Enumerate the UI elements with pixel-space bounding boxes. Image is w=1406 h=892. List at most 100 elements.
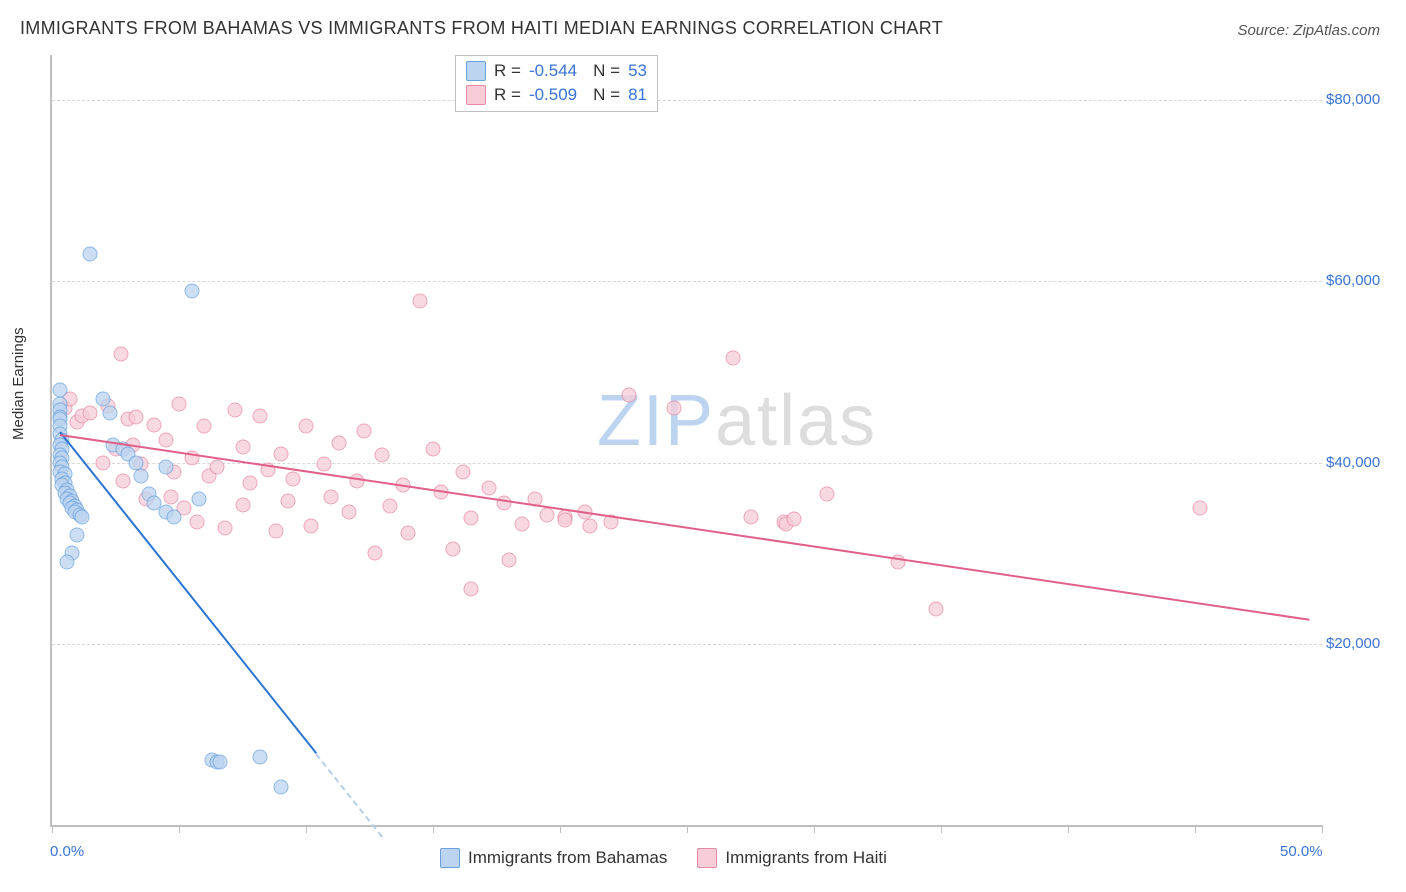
data-point: [113, 346, 128, 361]
data-point: [60, 555, 75, 570]
data-point: [286, 471, 301, 486]
data-point: [299, 419, 314, 434]
data-point: [128, 410, 143, 425]
stats-r-label: R =: [494, 59, 521, 83]
data-point: [786, 511, 801, 526]
stats-r-label: R =: [494, 83, 521, 107]
x-tick: [306, 825, 307, 833]
data-point: [235, 498, 250, 513]
data-point: [375, 448, 390, 463]
gridline: [52, 644, 1322, 645]
data-point: [304, 519, 319, 534]
data-point: [172, 396, 187, 411]
data-point: [103, 405, 118, 420]
data-point: [481, 481, 496, 496]
stats-r-value: -0.509: [529, 83, 577, 107]
data-point: [1193, 500, 1208, 515]
source-label: Source: ZipAtlas.com: [1237, 22, 1380, 39]
data-point: [502, 553, 517, 568]
legend-label: Immigrants from Bahamas: [468, 848, 667, 868]
y-tick-label: $20,000: [1326, 635, 1380, 652]
data-point: [456, 464, 471, 479]
stats-row: R = -0.509 N = 81: [466, 83, 647, 107]
data-point: [83, 247, 98, 262]
data-point: [70, 528, 85, 543]
x-tick-label: 0.0%: [50, 843, 84, 860]
data-point: [725, 351, 740, 366]
data-point: [212, 754, 227, 769]
data-point: [166, 510, 181, 525]
stats-n-label: N =: [593, 83, 620, 107]
stats-row: R = -0.544 N = 53: [466, 59, 647, 83]
data-point: [819, 487, 834, 502]
stats-legend-box: R = -0.544 N = 53 R = -0.509 N = 81: [455, 55, 658, 112]
x-tick: [1322, 825, 1323, 833]
x-tick: [814, 825, 815, 833]
legend-swatch: [440, 848, 460, 868]
legend-swatch: [466, 61, 486, 81]
data-point: [146, 417, 161, 432]
x-tick: [1068, 825, 1069, 833]
data-point: [217, 520, 232, 535]
stats-n-value: 53: [628, 59, 647, 83]
x-tick-label: 50.0%: [1280, 843, 1323, 860]
watermark: ZIPatlas: [597, 380, 877, 462]
y-tick-label: $80,000: [1326, 91, 1380, 108]
data-point: [227, 403, 242, 418]
legend-item: Immigrants from Bahamas: [440, 848, 667, 868]
data-point: [184, 283, 199, 298]
gridline: [52, 100, 1322, 101]
data-point: [357, 423, 372, 438]
data-point: [281, 493, 296, 508]
x-tick: [560, 825, 561, 833]
x-tick: [179, 825, 180, 833]
data-point: [192, 491, 207, 506]
data-point: [273, 779, 288, 794]
legend-swatch: [466, 85, 486, 105]
gridline: [52, 281, 1322, 282]
stats-n-label: N =: [593, 59, 620, 83]
data-point: [464, 582, 479, 597]
bottom-legend: Immigrants from Bahamas Immigrants from H…: [440, 848, 887, 868]
data-point: [316, 457, 331, 472]
data-point: [558, 512, 573, 527]
data-point: [342, 505, 357, 520]
data-point: [159, 460, 174, 475]
data-point: [83, 405, 98, 420]
regression-line: [315, 753, 383, 837]
legend-swatch: [697, 848, 717, 868]
stats-r-value: -0.544: [529, 59, 577, 83]
data-point: [667, 401, 682, 416]
x-tick: [1195, 825, 1196, 833]
x-tick: [433, 825, 434, 833]
y-axis-label: Median Earnings: [10, 327, 27, 440]
data-point: [928, 602, 943, 617]
data-point: [133, 469, 148, 484]
data-point: [446, 541, 461, 556]
data-point: [514, 517, 529, 532]
data-point: [253, 408, 268, 423]
data-point: [164, 490, 179, 505]
data-point: [540, 508, 555, 523]
legend-label: Immigrants from Haiti: [725, 848, 887, 868]
data-point: [210, 460, 225, 475]
data-point: [583, 519, 598, 534]
x-tick: [941, 825, 942, 833]
stats-n-value: 81: [628, 83, 647, 107]
data-point: [197, 419, 212, 434]
data-point: [464, 510, 479, 525]
data-point: [382, 499, 397, 514]
data-point: [426, 442, 441, 457]
data-point: [413, 294, 428, 309]
data-point: [332, 435, 347, 450]
data-point: [400, 526, 415, 541]
data-point: [253, 750, 268, 765]
y-tick-label: $60,000: [1326, 272, 1380, 289]
x-tick: [52, 825, 53, 833]
data-point: [189, 514, 204, 529]
x-tick: [687, 825, 688, 833]
data-point: [621, 387, 636, 402]
y-tick-label: $40,000: [1326, 454, 1380, 471]
plot-area: ZIPatlas: [50, 55, 1322, 827]
legend-item: Immigrants from Haiti: [697, 848, 887, 868]
